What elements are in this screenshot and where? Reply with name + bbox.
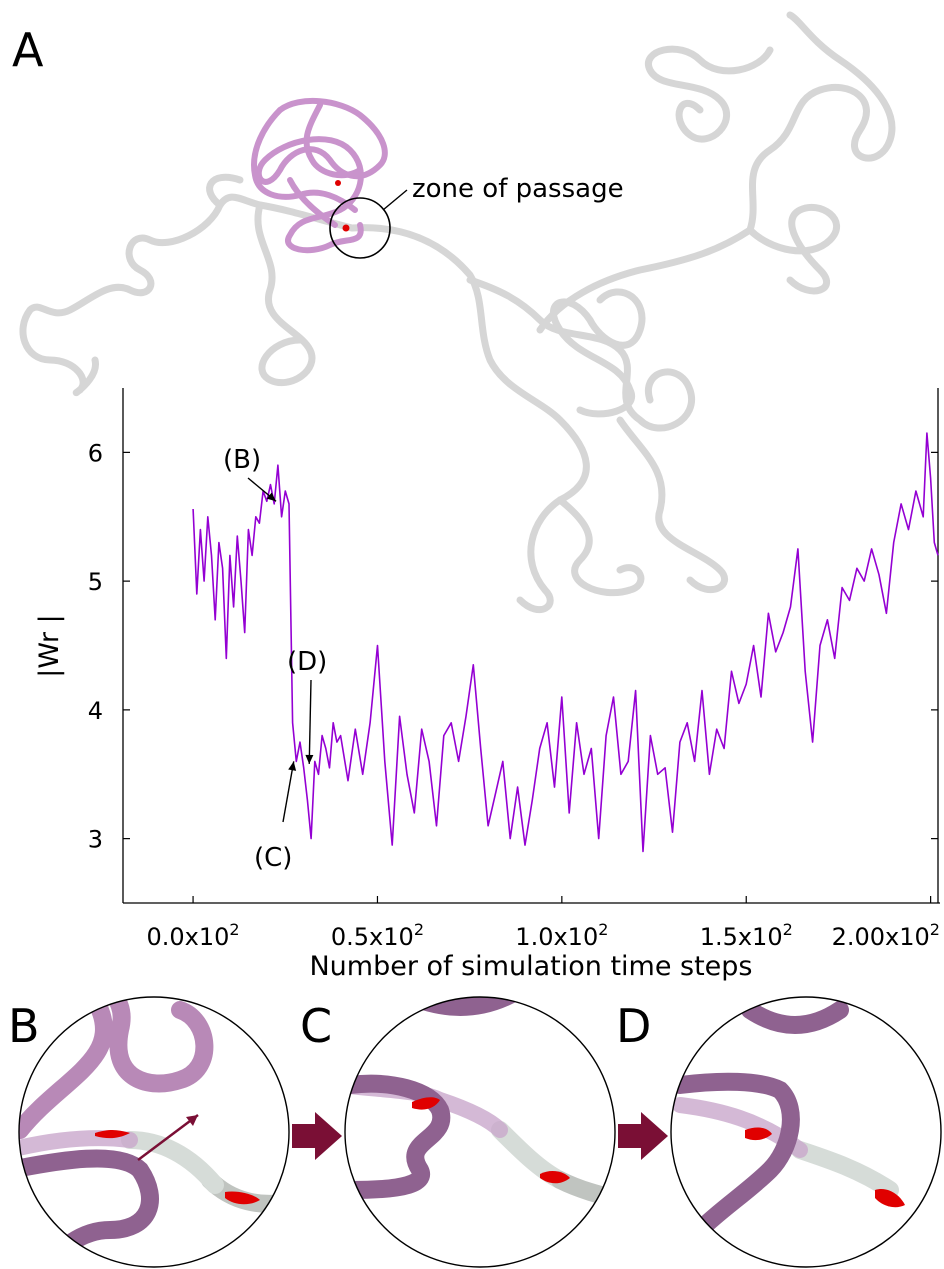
x-tick-label: 1.0x102 bbox=[515, 920, 608, 951]
annotation-label: (D) bbox=[287, 647, 327, 677]
transition-arrow-1 bbox=[292, 1112, 342, 1160]
annotation-arrowhead bbox=[288, 761, 297, 771]
annotation-arrow bbox=[308, 679, 312, 764]
x-axis-title: Number of simulation time steps bbox=[309, 951, 752, 982]
plot-frame bbox=[122, 388, 940, 904]
chart-annotations: (B) (C) (D) bbox=[223, 445, 327, 873]
annotation-arrowhead bbox=[305, 754, 314, 764]
x-tick-label: 1.5x102 bbox=[700, 920, 793, 951]
panel-label-a: A bbox=[12, 23, 44, 77]
x-tick-label: 0.5x102 bbox=[331, 920, 424, 951]
y-axis: 3 4 5 6 bbox=[88, 439, 938, 854]
panel-b-zoom bbox=[18, 996, 290, 1268]
annotation-label: (B) bbox=[223, 445, 261, 475]
x-axis: 0.0x102 0.5x102 1.0x102 1.5x102 2.00x102 bbox=[147, 896, 940, 951]
y-axis-title: |Wr | bbox=[34, 614, 65, 677]
knot-bead-1 bbox=[335, 180, 341, 186]
zone-of-passage-circle bbox=[329, 197, 391, 259]
unknotted-chain bbox=[19, 11, 896, 614]
panel-label-c: C bbox=[300, 999, 332, 1053]
knot-bead-2 bbox=[342, 224, 350, 232]
panel-label-d: D bbox=[616, 999, 651, 1053]
zone-of-passage-leader bbox=[382, 189, 408, 211]
zone-of-passage-label: zone of passage bbox=[412, 174, 624, 204]
panel-c-zoom bbox=[344, 996, 616, 1268]
annotation-arrow bbox=[282, 761, 295, 823]
x-tick-label: 0.0x102 bbox=[147, 920, 240, 951]
y-tick-label: 6 bbox=[88, 439, 103, 467]
transition-arrow-2 bbox=[618, 1112, 668, 1160]
panel-d-zoom bbox=[670, 996, 942, 1268]
y-tick-label: 5 bbox=[88, 568, 103, 596]
annotation-arrowhead bbox=[266, 492, 276, 502]
annotation-label: (C) bbox=[254, 843, 292, 873]
y-tick-label: 4 bbox=[88, 697, 103, 725]
wr-series-line bbox=[192, 432, 939, 853]
y-tick-label: 3 bbox=[88, 826, 103, 854]
x-tick-label: 2.00x102 bbox=[832, 920, 940, 951]
panel-label-b: B bbox=[8, 999, 40, 1053]
